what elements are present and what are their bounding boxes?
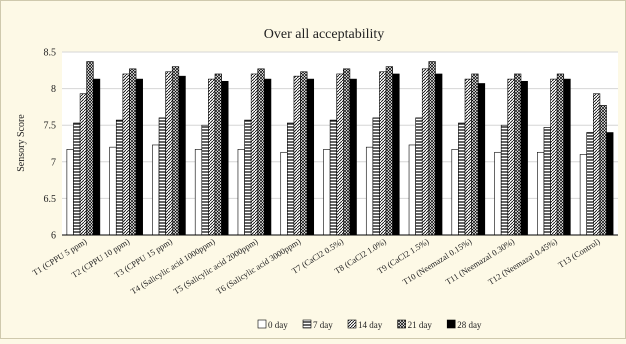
bar <box>342 68 351 236</box>
bar <box>306 78 315 236</box>
bar <box>500 124 509 236</box>
bar <box>280 151 288 236</box>
legend-label: 0 day <box>268 320 288 330</box>
legend-item: 0 day <box>257 319 288 330</box>
legend-swatch <box>302 319 312 329</box>
y-axis-ticks: 6 6.5 7 7.5 8 8.5 <box>44 48 57 242</box>
bar <box>606 132 614 236</box>
y-tick-label: 7.5 <box>44 121 57 132</box>
legend-item: 7 day <box>302 319 333 330</box>
bar <box>593 93 601 236</box>
x-axis-ticks: T1 (CPPU 5 ppm)T2 (CPPU 10 ppm)T3 (CPPU … <box>30 236 601 296</box>
bar <box>194 149 203 236</box>
legend-item: 21 day <box>397 319 433 330</box>
bar <box>494 151 502 236</box>
bar <box>208 78 216 236</box>
bar <box>421 68 430 236</box>
legend: 0 day 7 day 14 day 21 day 28 day <box>257 319 482 330</box>
y-axis-label: Sensory Score <box>16 114 27 172</box>
bar <box>336 73 344 236</box>
bar <box>214 73 222 236</box>
bar <box>165 71 173 236</box>
bar <box>507 78 515 236</box>
bar <box>543 127 551 236</box>
bar <box>349 78 357 236</box>
bar <box>152 144 160 236</box>
x-tick-label: T13 (Control) <box>556 236 602 270</box>
bar <box>79 93 87 236</box>
legend-swatch <box>397 319 406 329</box>
bar <box>477 83 486 236</box>
bar <box>257 68 265 236</box>
bar <box>115 119 124 236</box>
bar <box>415 117 423 236</box>
bar <box>178 75 186 236</box>
bar <box>237 149 245 236</box>
bar <box>579 154 588 236</box>
legend-swatch <box>446 319 456 329</box>
bar <box>135 78 143 236</box>
y-tick-label: 8.5 <box>44 48 57 59</box>
bar <box>537 151 545 236</box>
bar <box>385 66 393 236</box>
bar <box>109 146 117 236</box>
bar <box>408 144 416 236</box>
legend-label: 28 day <box>457 320 482 330</box>
bar <box>556 73 565 236</box>
bar <box>451 149 459 236</box>
bar <box>264 78 272 236</box>
bar <box>471 73 479 236</box>
bar <box>250 73 259 236</box>
bar <box>329 119 338 236</box>
legend-swatch <box>257 319 267 329</box>
y-tick-label: 6 <box>51 231 56 242</box>
bar <box>379 71 387 236</box>
bar <box>300 71 308 236</box>
legend-swatch <box>347 319 357 329</box>
bar <box>171 66 180 236</box>
bar <box>520 80 528 236</box>
legend-label: 21 day <box>408 320 433 330</box>
y-tick-label: 7 <box>51 157 56 168</box>
bar <box>599 105 607 236</box>
legend-item: 14 day <box>347 319 383 330</box>
bar <box>464 78 472 236</box>
bar <box>201 124 209 236</box>
bar <box>73 122 81 236</box>
bar <box>158 117 166 236</box>
bar <box>66 149 74 236</box>
bar <box>372 117 380 236</box>
bar <box>293 75 301 236</box>
bar <box>86 61 94 236</box>
bar <box>428 61 436 236</box>
bar <box>563 78 571 236</box>
bars <box>66 61 614 236</box>
y-tick-label: 6.5 <box>44 194 57 205</box>
bar <box>458 122 466 236</box>
bar <box>586 132 594 236</box>
bar <box>435 73 443 236</box>
chart-title: Over all acceptability <box>264 27 385 42</box>
bar <box>122 73 130 236</box>
legend-label: 14 day <box>358 320 383 330</box>
bar <box>221 80 229 236</box>
y-tick-label: 8 <box>51 84 56 95</box>
bar <box>92 78 101 236</box>
legend-label: 7 day <box>313 320 333 330</box>
bar <box>365 146 374 236</box>
bar <box>550 78 558 236</box>
bar <box>244 119 252 236</box>
bar <box>129 68 137 236</box>
bar <box>323 149 331 236</box>
bar <box>514 73 522 236</box>
bar <box>287 122 295 236</box>
legend-item: 28 day <box>446 319 482 330</box>
bar <box>392 73 400 236</box>
